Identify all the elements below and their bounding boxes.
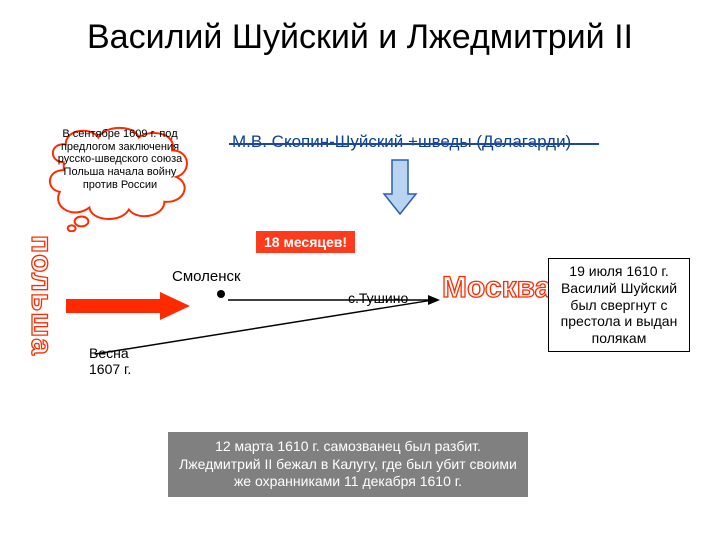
smolensk-label: Смоленск — [172, 268, 241, 285]
down-arrow-icon — [380, 158, 420, 218]
cloud-text: В сентябре 1609 г. под предлогом заключе… — [54, 128, 186, 191]
months-badge: 18 месяцев! — [255, 230, 356, 254]
overthrow-box: 19 июля 1610 г. Василий Шуйский был свер… — [548, 258, 690, 352]
strike-line — [229, 143, 599, 145]
page-title: Василий Шуйский и Лжедмитрий II — [0, 18, 720, 57]
diagram-stage: Василий Шуйский и Лжедмитрий II В сентяб… — [0, 0, 720, 540]
smolensk-dot-icon — [217, 290, 225, 298]
defeat-box: 12 марта 1610 г. самозванец был разбит. … — [168, 432, 528, 497]
skopin-caption: М.В. Скопин-Шуйский +шведы (Делагарди) — [232, 132, 612, 152]
moscow-text: Москва — [442, 271, 551, 305]
polsha-text: польша — [24, 235, 58, 385]
diagonal-line — [90, 298, 440, 358]
